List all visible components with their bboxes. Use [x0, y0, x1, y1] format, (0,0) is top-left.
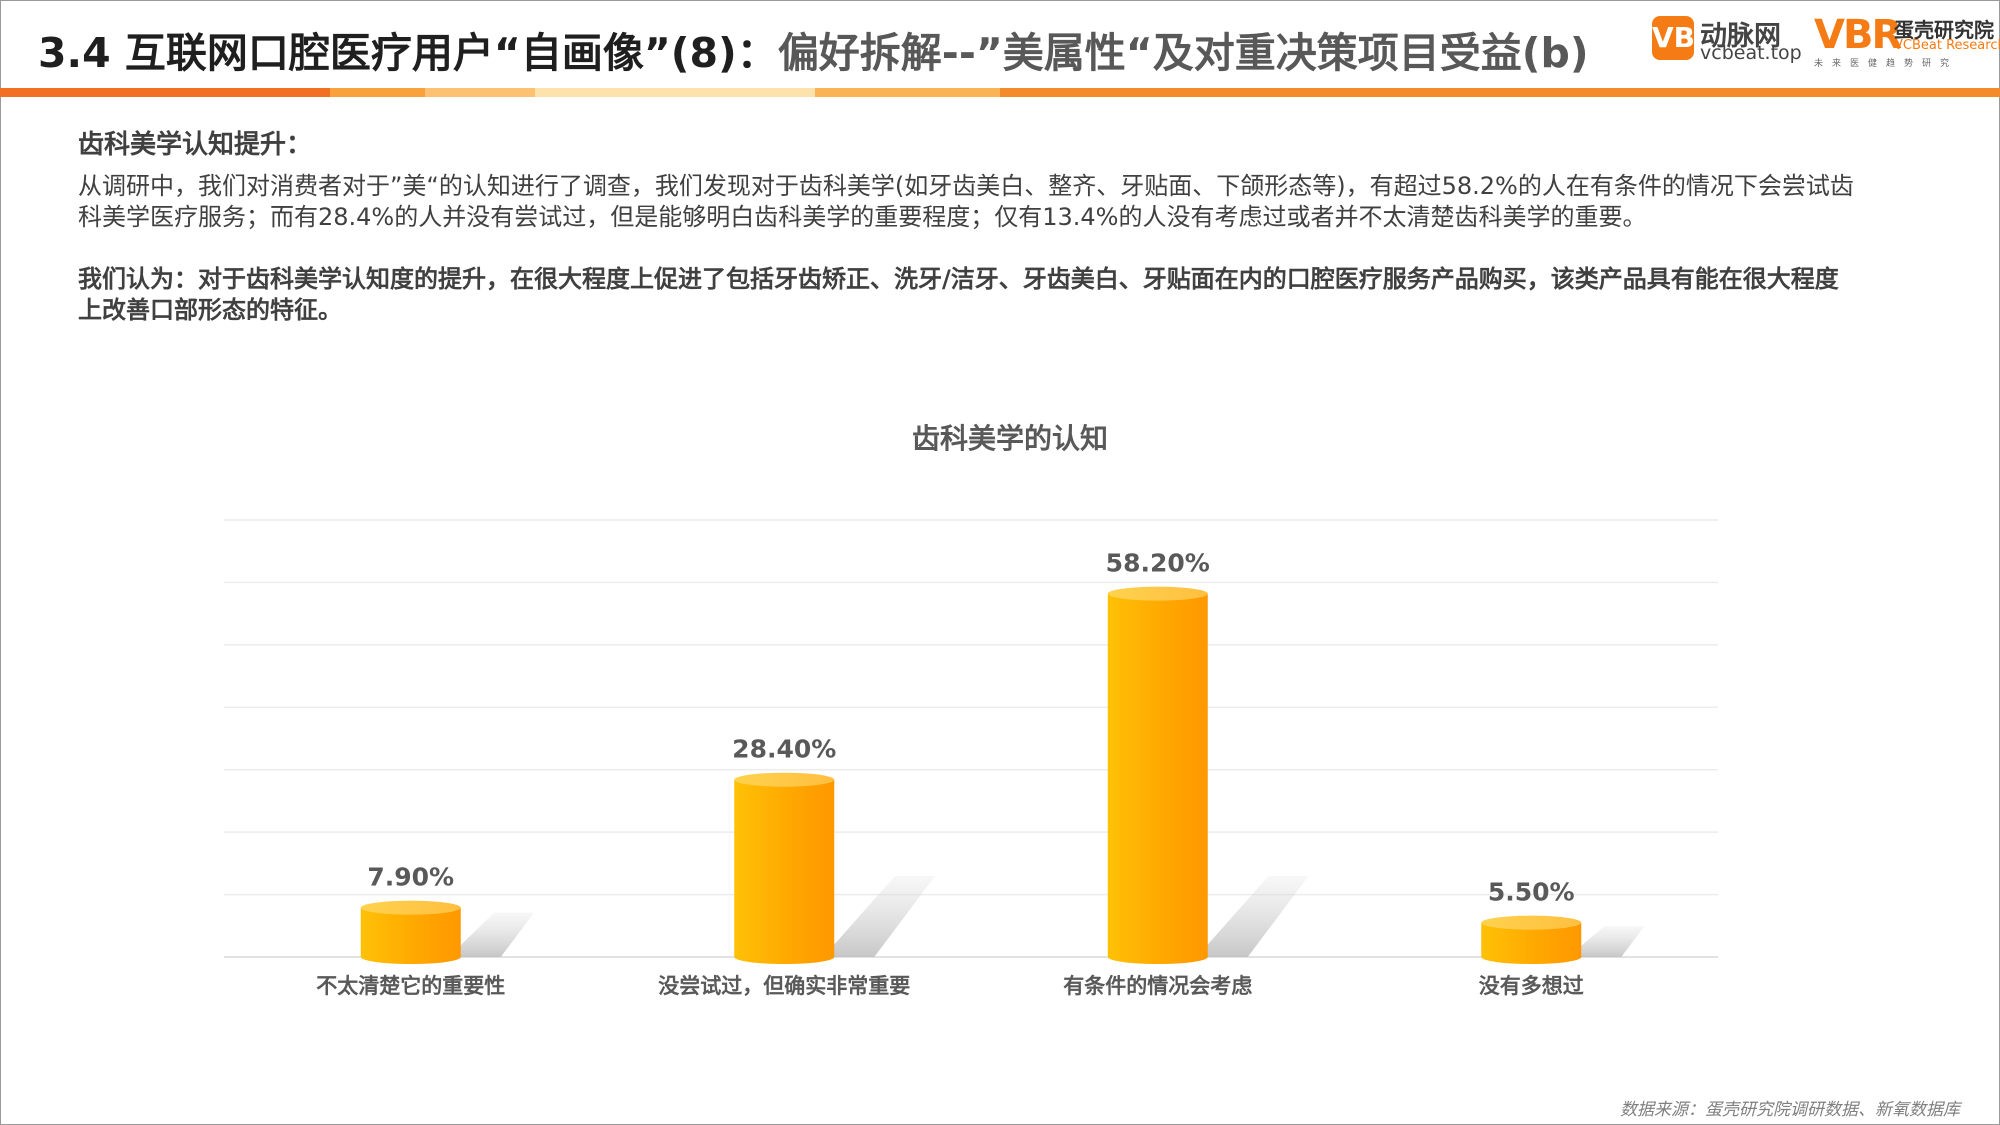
category-label: 没尝试过，但确实非常重要 [658, 974, 910, 998]
bar [1481, 922, 1582, 965]
stripe-segment [0, 88, 330, 97]
section-heading: 齿科美学认知提升： [78, 130, 313, 160]
vcbeat-logo-name: 动脉网 [1700, 21, 1781, 52]
vbr-logo-tagline: 未来医健趋势研究 [1814, 59, 1959, 69]
stripe-segment [535, 88, 815, 97]
bar [360, 907, 461, 965]
page-title: 3.4 互联网口腔医疗用户“自画像”(8)：偏好拆解--”美属性“及对重决策项目… [38, 18, 1589, 88]
bar-top [1481, 915, 1582, 930]
chart-title: 齿科美学的认知 [912, 422, 1108, 455]
header-color-stripe [0, 88, 2000, 97]
conclusion-paragraph: 我们认为：对于齿科美学认知度的提升，在很大程度上促进了包括牙齿矫正、洗牙/洁牙、… [78, 265, 1839, 324]
stripe-segment [330, 88, 425, 97]
category-label: 没有多想过 [1479, 974, 1584, 998]
data-label: 7.90% [367, 863, 454, 892]
title-main: 3.4 互联网口腔医疗用户“自画像”(8)： [38, 29, 778, 77]
title-sub: 偏好拆解--”美属性“及对重决策项目受益(b) [777, 29, 1589, 77]
vcbeat-logo-mark: VB [1652, 16, 1695, 60]
vbr-logo-mark: VBR [1814, 12, 1902, 58]
bar [1107, 593, 1208, 965]
stripe-segment [425, 88, 535, 97]
bar-shadow [1577, 926, 1645, 957]
stripe-segment [815, 88, 1000, 97]
vbr-logo: VBR 蛋壳研究院 VCBeat Research 未来医健趋势研究 [1814, 12, 2000, 70]
vbr-logo-en: VCBeat Research [1894, 38, 2000, 53]
survey-paragraph: 从调研中，我们对消费者对于”美“的认知进行了调查，我们发现对于齿科美学(如牙齿美… [78, 172, 1854, 231]
bar-shadow [456, 912, 535, 957]
bar-shadow [830, 876, 935, 957]
data-label: 28.40% [732, 735, 836, 764]
vcbeat-logo-url: vcbeat.top [1700, 42, 1802, 64]
data-label: 5.50% [1488, 878, 1575, 907]
stripe-segment [1000, 88, 2000, 97]
category-label: 有条件的情况会考虑 [1063, 974, 1252, 998]
bar-top [1107, 586, 1208, 601]
bar [734, 779, 835, 965]
data-source-note: 数据来源：蛋壳研究院调研数据、新氧数据库 [1620, 1100, 1960, 1120]
data-label: 58.20% [1106, 549, 1210, 578]
vbr-logo-name: 蛋壳研究院 [1894, 18, 1994, 42]
bar-top [734, 772, 835, 787]
bar-shadow [1203, 876, 1309, 957]
bar-top [360, 900, 461, 915]
category-label: 不太清楚它的重要性 [316, 974, 505, 998]
vcbeat-logo: VB 动脉网 vcbeat.top [1652, 14, 1802, 64]
